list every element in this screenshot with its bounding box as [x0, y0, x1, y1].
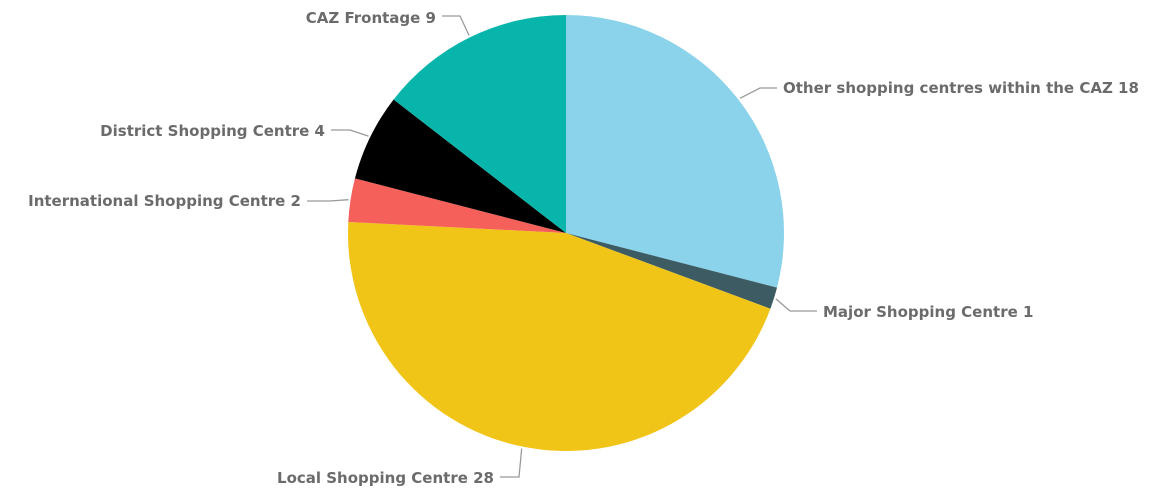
leader-line-other-shopping-centres-within-caz — [739, 87, 777, 99]
label-caz-frontage: CAZ Frontage 9 — [306, 9, 436, 27]
leader-line-local-shopping-centre — [500, 448, 523, 478]
label-other-shopping-centres-within-caz: Other shopping centres within the CAZ 18 — [783, 79, 1139, 97]
label-international-shopping-centre: International Shopping Centre 2 — [28, 192, 301, 210]
label-local-shopping-centre: Local Shopping Centre 28 — [277, 469, 494, 487]
pie-slices — [348, 15, 784, 451]
leader-line-international-shopping-centre — [307, 199, 349, 202]
pie-slice-other-shopping-centres-within-caz[interactable] — [566, 15, 784, 288]
label-district-shopping-centre: District Shopping Centre 4 — [100, 122, 325, 140]
pie-slice-caz-frontage[interactable] — [393, 15, 566, 233]
pie-slice-international-shopping-centre[interactable] — [348, 178, 566, 233]
leader-line-caz-frontage — [442, 15, 470, 36]
leader-lines — [307, 15, 817, 478]
pie-slice-local-shopping-centre[interactable] — [348, 221, 771, 451]
pie-slice-major-shopping-centre[interactable] — [566, 233, 778, 309]
leader-line-major-shopping-centre — [775, 298, 817, 312]
pie-slice-district-shopping-centre[interactable] — [354, 99, 566, 233]
label-major-shopping-centre: Major Shopping Centre 1 — [823, 303, 1033, 321]
leader-line-district-shopping-centre — [331, 129, 369, 137]
